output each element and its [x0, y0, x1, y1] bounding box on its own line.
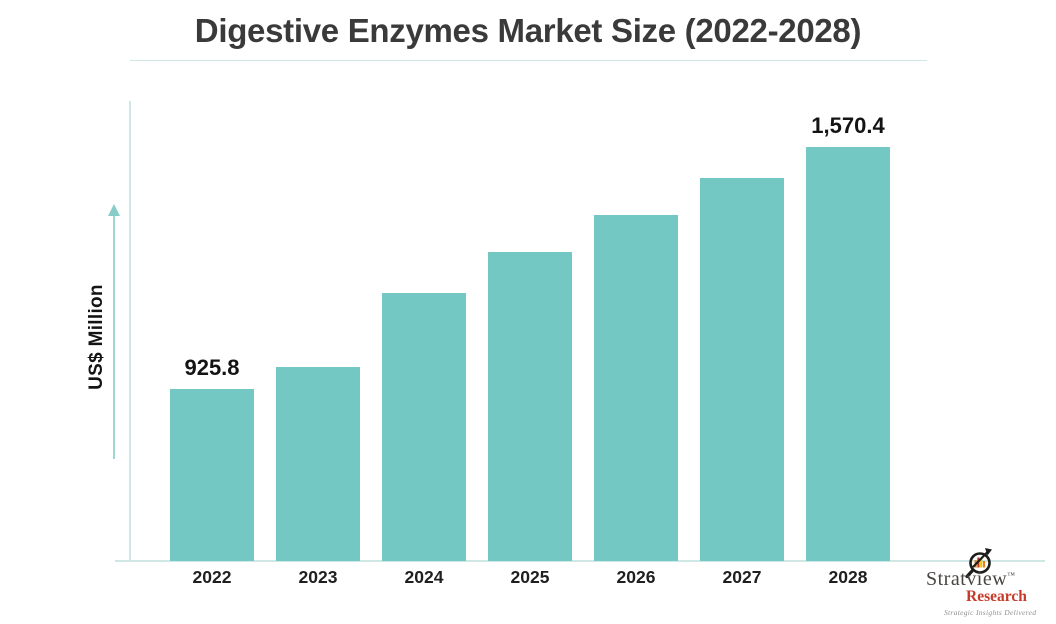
bar-2025 [488, 252, 572, 561]
brand-subname: Research [966, 588, 1027, 605]
x-tick-label-2023: 2023 [298, 567, 338, 587]
bar-2023 [276, 367, 360, 561]
x-tick-label-2022: 2022 [192, 567, 232, 587]
brand-logo: Stratview™ Research Strategic Insights D… [924, 544, 1056, 622]
x-tick-label-2027: 2027 [722, 567, 762, 587]
title-underline [130, 60, 927, 61]
bar-value-label-2028: 1,570.4 [811, 113, 885, 138]
bar-2026 [594, 215, 678, 561]
x-axis-line [115, 560, 1045, 562]
bar-2027 [700, 178, 784, 561]
x-tick-label-2028: 2028 [828, 567, 868, 587]
x-tick-label-2024: 2024 [404, 567, 444, 587]
y-axis-label: US$ Million [86, 284, 107, 390]
bar-value-label-2022: 925.8 [184, 355, 240, 380]
y-axis-line [129, 101, 131, 561]
trademark-symbol: ™ [1007, 570, 1015, 580]
x-tick-label-2026: 2026 [616, 567, 656, 587]
brand-tagline: Strategic Insights Delivered [944, 608, 1037, 617]
x-tick-label-2025: 2025 [510, 567, 550, 587]
bar-2024 [382, 293, 466, 561]
magnifier-chart-icon [965, 548, 992, 579]
chart-title: Digestive Enzymes Market Size (2022-2028… [194, 12, 862, 49]
bar-2028 [806, 147, 890, 561]
brand-name: Stratview™ [926, 568, 1015, 590]
y-axis-arrow-icon [108, 204, 120, 459]
bar-2022 [170, 389, 254, 561]
